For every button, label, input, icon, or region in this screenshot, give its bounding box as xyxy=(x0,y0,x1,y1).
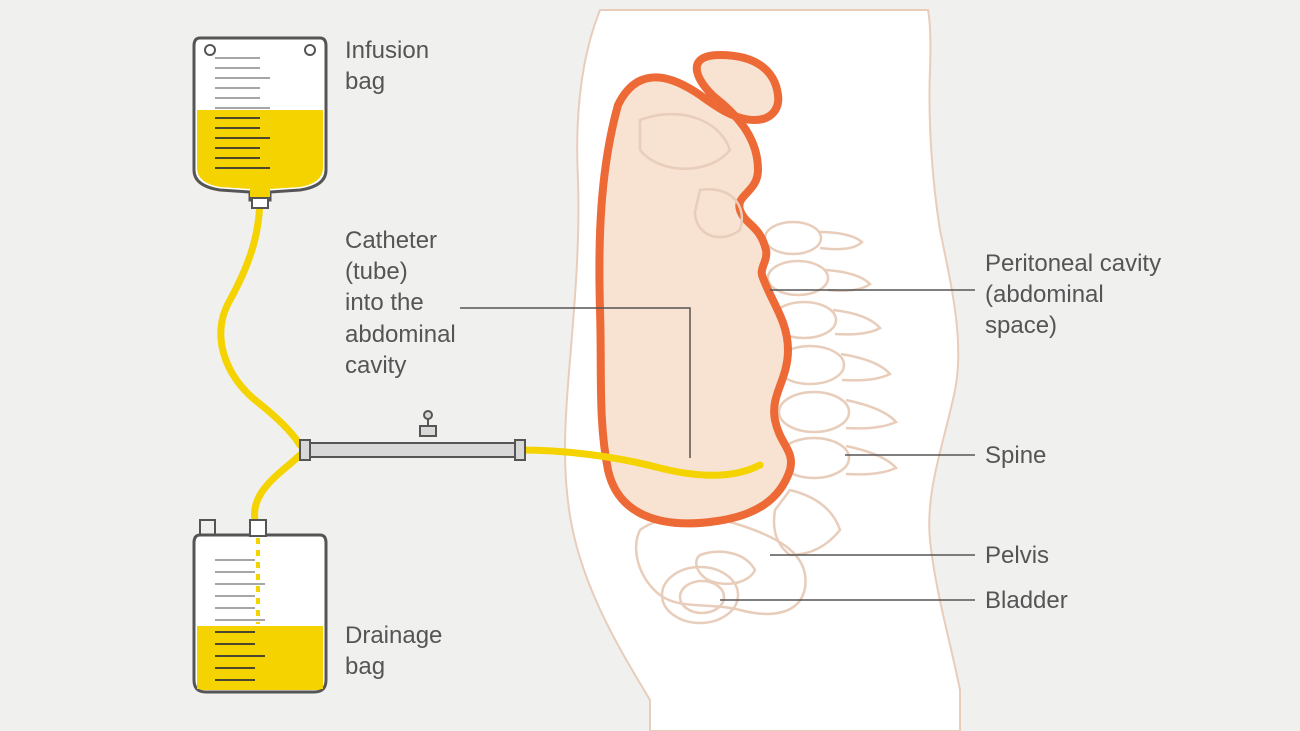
infusion-bag xyxy=(194,38,326,208)
label-pelvis: Pelvis xyxy=(985,540,1049,571)
label-bladder: Bladder xyxy=(985,585,1068,616)
diagram-svg xyxy=(0,0,1300,731)
catheter-connector xyxy=(300,411,525,460)
label-infusion-bag: Infusion bag xyxy=(345,35,429,97)
drainage-bag xyxy=(194,520,326,692)
label-peritoneal: Peritoneal cavity (abdominal space) xyxy=(985,248,1161,342)
label-catheter: Catheter (tube) into the abdominal cavit… xyxy=(345,225,456,381)
label-drainage-bag: Drainage bag xyxy=(345,620,442,682)
diagram-canvas: Infusion bag Catheter (tube) into the ab… xyxy=(0,0,1300,731)
label-spine: Spine xyxy=(985,440,1046,471)
